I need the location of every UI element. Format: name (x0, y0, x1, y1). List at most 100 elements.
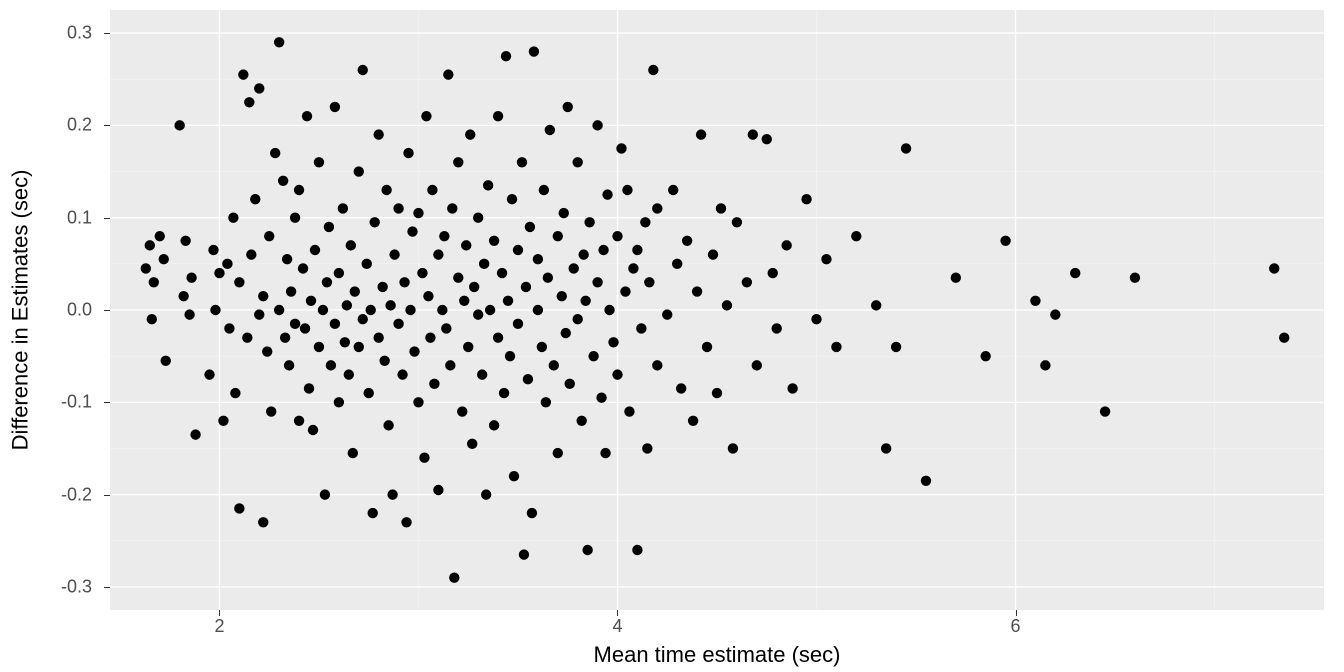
data-point (453, 157, 463, 167)
data-point (463, 342, 473, 352)
data-point (497, 268, 507, 278)
data-point (405, 305, 415, 315)
data-point (368, 508, 378, 518)
data-point (350, 286, 360, 296)
data-point (539, 185, 549, 195)
data-point (441, 323, 451, 333)
data-point (304, 383, 314, 393)
data-point (453, 272, 463, 282)
data-point (174, 120, 184, 130)
data-point (320, 489, 330, 499)
data-point (429, 379, 439, 389)
data-point (762, 134, 772, 144)
data-point (801, 194, 811, 204)
data-point (145, 240, 155, 250)
data-point (489, 236, 499, 246)
data-point (1269, 263, 1279, 273)
data-point (728, 443, 738, 453)
data-point (373, 129, 383, 139)
data-point (294, 416, 304, 426)
data-point (186, 272, 196, 282)
data-point (445, 360, 455, 370)
data-point (901, 143, 911, 153)
data-point (553, 231, 563, 241)
data-point (584, 217, 594, 227)
data-point (342, 300, 352, 310)
data-point (354, 342, 364, 352)
data-point (708, 249, 718, 259)
data-point (280, 332, 290, 342)
data-point (413, 397, 423, 407)
data-point (266, 406, 276, 416)
data-point (1040, 360, 1050, 370)
data-point (147, 314, 157, 324)
data-point (310, 245, 320, 255)
data-point (358, 314, 368, 324)
data-point (1000, 236, 1010, 246)
data-point (716, 203, 726, 213)
data-point (262, 346, 272, 356)
data-point (290, 319, 300, 329)
data-point (208, 245, 218, 255)
data-point (1130, 272, 1140, 282)
data-point (234, 277, 244, 287)
data-point (576, 416, 586, 426)
data-point (612, 231, 622, 241)
data-point (282, 254, 292, 264)
data-point (214, 268, 224, 278)
data-point (258, 517, 268, 527)
data-point (409, 346, 419, 356)
data-point (881, 443, 891, 453)
data-point (358, 65, 368, 75)
data-point (533, 305, 543, 315)
data-point (529, 46, 539, 56)
data-point (393, 319, 403, 329)
data-point (871, 300, 881, 310)
data-point (580, 296, 590, 306)
data-point (557, 291, 567, 301)
data-point (588, 351, 598, 361)
data-point (811, 314, 821, 324)
data-point (620, 286, 630, 296)
data-point (748, 129, 758, 139)
data-point (473, 212, 483, 222)
data-point (149, 277, 159, 287)
data-point (228, 212, 238, 222)
data-point (742, 277, 752, 287)
data-point (519, 549, 529, 559)
data-point (505, 351, 515, 361)
data-point (178, 291, 188, 301)
data-point (561, 328, 571, 338)
data-point (190, 429, 200, 439)
data-point (652, 360, 662, 370)
data-point (722, 300, 732, 310)
data-point (692, 286, 702, 296)
data-point (752, 360, 762, 370)
data-point (254, 309, 264, 319)
data-point (481, 489, 491, 499)
data-point (644, 277, 654, 287)
data-point (1050, 309, 1060, 319)
data-point (662, 309, 672, 319)
data-point (553, 448, 563, 458)
data-point (180, 236, 190, 246)
data-point (421, 111, 431, 121)
data-point (493, 111, 503, 121)
x-tick-label: 6 (1011, 616, 1021, 637)
data-point (340, 337, 350, 347)
data-point (507, 194, 517, 204)
data-point (161, 356, 171, 366)
data-point (648, 65, 658, 75)
data-point (433, 485, 443, 495)
data-point (306, 296, 316, 306)
data-point (772, 323, 782, 333)
data-point (218, 416, 228, 426)
data-point (354, 166, 364, 176)
data-point (314, 342, 324, 352)
data-point (688, 416, 698, 426)
data-point (294, 185, 304, 195)
data-point (413, 208, 423, 218)
data-point (314, 157, 324, 167)
data-point (290, 212, 300, 222)
data-point (569, 263, 579, 273)
